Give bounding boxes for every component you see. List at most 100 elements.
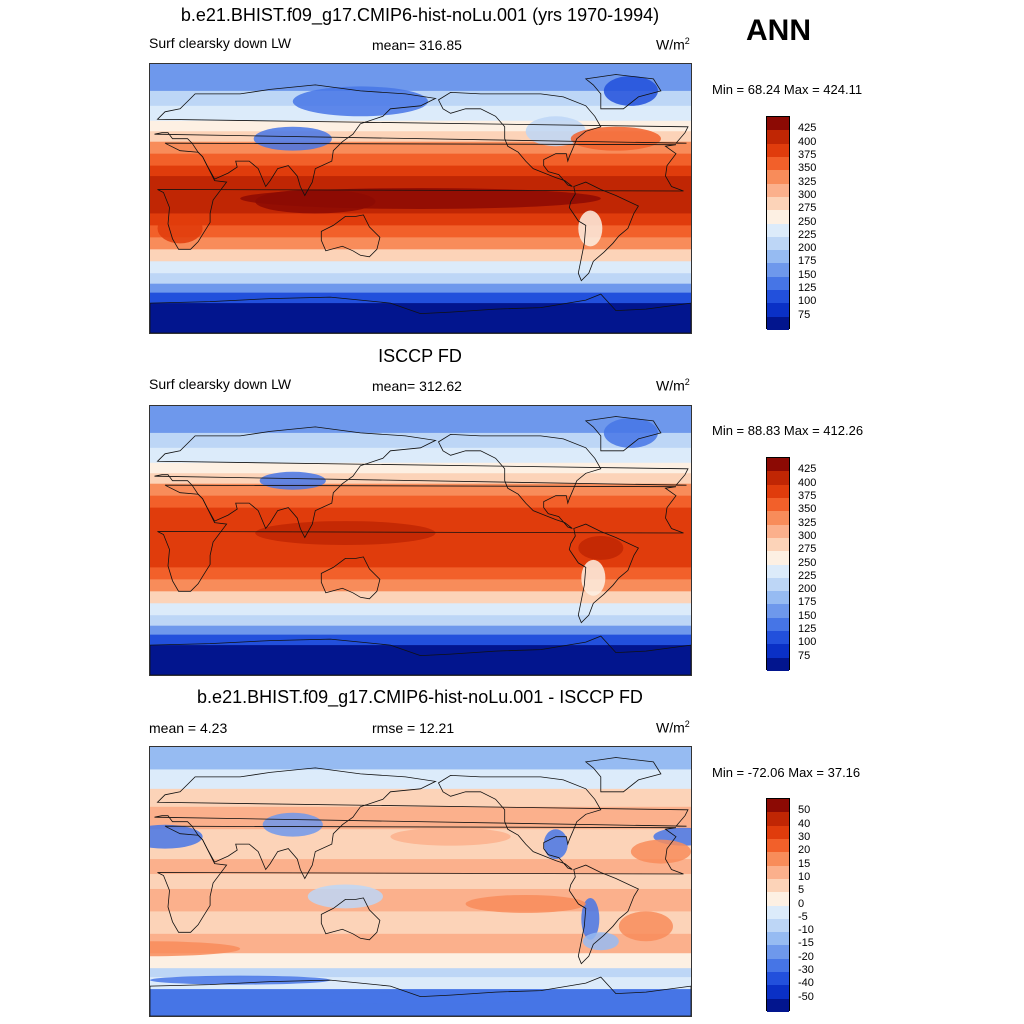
field-band xyxy=(150,303,691,333)
field-anomaly xyxy=(150,824,203,849)
panel-2-minmax: Min = 88.83 Max = 412.26 xyxy=(712,423,864,438)
panel-3-units: W/m2 xyxy=(656,719,690,736)
colorbar-swatch xyxy=(767,905,789,919)
colorbar-swatch xyxy=(767,878,789,893)
colorbar-swatch xyxy=(767,591,789,605)
panel-1-mean: mean= 316.85 xyxy=(372,37,462,53)
colorbar-tick-label: 350 xyxy=(798,503,817,516)
field-anomaly xyxy=(618,911,673,942)
colorbar-tick-label: 200 xyxy=(798,242,817,255)
field-anomaly xyxy=(307,884,383,909)
colorbar-swatch xyxy=(767,196,789,211)
colorbar-swatch xyxy=(767,892,789,906)
colorbar-tick-label: 425 xyxy=(798,122,817,135)
field-anomaly xyxy=(150,941,241,957)
colorbar-tick-label: 350 xyxy=(798,162,817,175)
colorbar-swatch xyxy=(767,617,789,632)
field-band xyxy=(150,615,691,627)
colorbar-swatch xyxy=(767,852,789,866)
colorbar-swatch xyxy=(767,183,789,197)
colorbar-swatch xyxy=(767,564,789,578)
panel-3-map-canvas xyxy=(150,747,691,1016)
panel-3-minmax: Min = -72.06 Max = 37.16 xyxy=(712,765,861,780)
colorbar-tick-label: -15 xyxy=(798,937,814,950)
field-band xyxy=(150,473,691,485)
field-band xyxy=(150,283,691,294)
colorbar-tick-label: 5 xyxy=(798,884,805,897)
field-band xyxy=(150,237,691,250)
panel-3-rmse: rmse = 12.21 xyxy=(372,720,455,736)
colorbar-tick-label: 75 xyxy=(798,308,811,321)
colorbar-tick-label: 50 xyxy=(798,804,811,817)
panel-2-title: ISCCP FD xyxy=(378,346,462,366)
colorbar-swatch xyxy=(767,223,789,237)
field-band xyxy=(150,120,691,132)
colorbar-tick-label: 20 xyxy=(798,844,811,857)
coastline xyxy=(568,181,639,282)
colorbar-swatch xyxy=(767,644,789,658)
colorbar-tick-label: -30 xyxy=(798,964,814,977)
coastline xyxy=(150,976,691,1016)
field-band xyxy=(150,131,691,143)
colorbar-tick-label: 400 xyxy=(798,476,817,489)
colorbar-tick-label: 225 xyxy=(798,228,817,241)
field-band xyxy=(150,911,691,935)
coastline xyxy=(437,91,602,187)
colorbar-swatch xyxy=(767,511,789,525)
field-anomaly xyxy=(292,86,429,117)
field-anomaly xyxy=(578,210,603,247)
field-band xyxy=(150,603,691,616)
colorbar-tick-label: 75 xyxy=(798,649,811,662)
colorbar-swatch xyxy=(767,276,789,291)
panel-3-mean: mean = 4.23 xyxy=(149,720,228,736)
field-anomaly xyxy=(570,126,661,151)
field-anomaly xyxy=(465,894,586,913)
colorbar-swatch xyxy=(767,303,789,317)
field-band xyxy=(150,625,691,636)
panel-1-minmax: Min = 68.24 Max = 424.11 xyxy=(712,82,863,97)
colorbar-swatch xyxy=(767,537,789,552)
field-band xyxy=(150,507,691,519)
colorbar-tick-label: 40 xyxy=(798,817,811,830)
colorbar-tick-label: 175 xyxy=(798,596,817,609)
colorbar-swatch xyxy=(767,577,789,592)
coastline xyxy=(320,897,381,941)
field-anomaly xyxy=(630,839,691,864)
colorbar-swatch xyxy=(767,604,789,618)
field-band xyxy=(150,933,691,954)
field-band xyxy=(150,567,691,580)
field-band xyxy=(150,273,691,285)
colorbar-tick-label: 275 xyxy=(798,202,817,215)
colorbar-tick-label: -5 xyxy=(798,910,808,923)
colorbar-tick-label: 125 xyxy=(798,623,817,636)
colorbar-swatch xyxy=(767,657,789,671)
field-band xyxy=(150,432,691,449)
colorbar-swatch xyxy=(767,156,789,171)
panel-2-map xyxy=(149,405,692,676)
coastline xyxy=(150,293,691,333)
colorbar-tick-label: 150 xyxy=(798,609,817,622)
field-anomaly xyxy=(253,126,332,151)
colorbar-tick-label: 275 xyxy=(798,543,817,556)
field-band xyxy=(150,591,691,604)
colorbar-tick-label: 375 xyxy=(798,489,817,502)
colorbar-swatch xyxy=(767,932,789,946)
colorbar-swatch xyxy=(767,799,789,813)
colorbar-swatch xyxy=(767,812,789,826)
coastline xyxy=(568,864,639,965)
coastline xyxy=(568,523,639,624)
colorbar-tick-label: 325 xyxy=(798,516,817,529)
field-anomaly xyxy=(525,116,586,147)
colorbar-swatch xyxy=(767,290,789,304)
colorbar-tick-label: 300 xyxy=(798,188,817,201)
colorbar-tick-label: 400 xyxy=(798,135,817,148)
coastline xyxy=(150,635,691,675)
colorbar-swatch xyxy=(767,958,789,973)
colorbar-swatch xyxy=(767,471,789,485)
colorbar-tick-label: 0 xyxy=(798,897,805,910)
colorbar-tick-label: -50 xyxy=(798,990,814,1003)
field-band xyxy=(150,495,691,509)
panel-2-units: W/m2 xyxy=(656,377,690,394)
field-anomaly xyxy=(300,992,541,1005)
season-label: ANN xyxy=(746,14,811,47)
